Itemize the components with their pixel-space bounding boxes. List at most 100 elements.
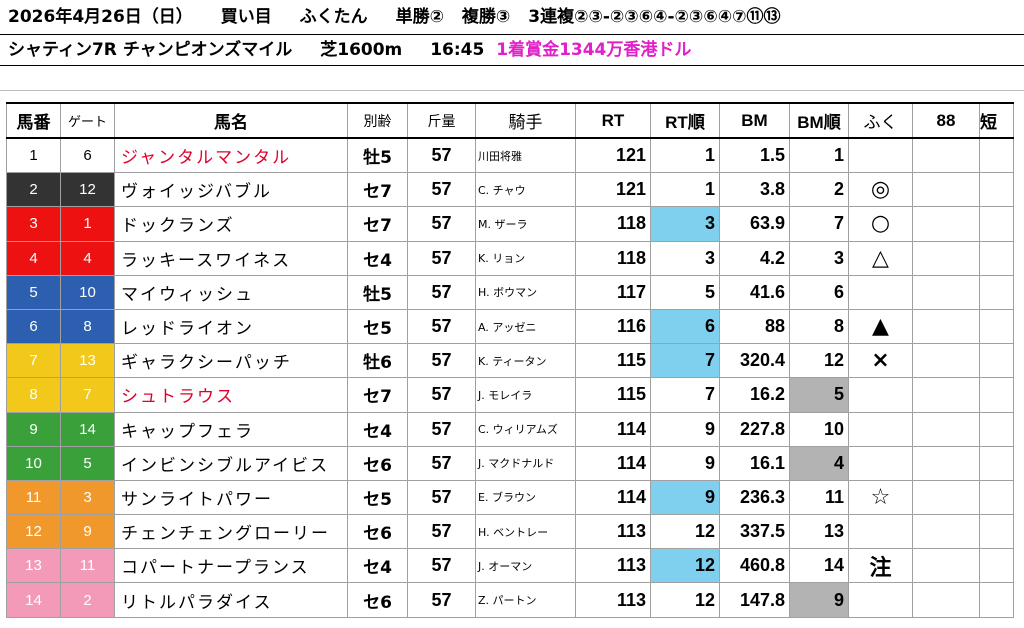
sex-age: 牡6 xyxy=(347,343,408,379)
prediction-mark: ○ xyxy=(848,206,913,242)
rating: 116 xyxy=(575,308,651,345)
gate-number: 12 xyxy=(60,172,115,208)
weight-carried: 57 xyxy=(407,172,476,208)
gate-number: 3 xyxy=(60,479,115,516)
rating: 115 xyxy=(575,377,651,413)
short-cell xyxy=(979,514,1014,550)
rating: 118 xyxy=(575,206,651,242)
horse-name: サンライトパワー xyxy=(114,479,348,516)
gate-number: 8 xyxy=(60,308,115,345)
col-88-cell xyxy=(912,343,980,379)
race-date: 2026年4月26日（日） xyxy=(8,7,193,27)
bm-value: 88 xyxy=(719,308,790,345)
horse-number: 2 xyxy=(6,172,61,208)
bm-rank: 4 xyxy=(789,445,849,481)
table-row: 7 13 ギャラクシーパッチ 牡6 57 K. ティータン 115 7 320.4 12 × xyxy=(6,343,1014,379)
col-jockey: 騎手 xyxy=(475,102,576,139)
gate-number: 14 xyxy=(60,411,115,447)
bm-rank: 3 xyxy=(789,240,849,276)
bm-rank: 5 xyxy=(789,377,849,413)
horse-name: ギャラクシーパッチ xyxy=(114,343,348,379)
col-88-cell xyxy=(912,274,980,310)
table-row: 14 2 リトルパラダイス セ6 57 Z. パートン 113 12 147.8 9 xyxy=(6,582,1014,618)
table-row: 10 5 インビンシブルアイビス セ6 57 J. マクドナルド 114 9 16.1 4 xyxy=(6,445,1014,481)
rating: 113 xyxy=(575,582,651,618)
trio-bet: 3連複②③‐②③⑥④‐②③⑥④⑦⑪⑬ xyxy=(528,7,781,27)
jockey-name: C. ウィリアムズ xyxy=(475,411,576,447)
horse-number: 4 xyxy=(6,240,61,276)
rating-rank: 12 xyxy=(650,582,720,618)
jockey-name: M. ザーラ xyxy=(475,206,576,242)
col-88-cell xyxy=(912,240,980,276)
race-info: シャティン7R チャンピオンズマイル 芝1600m 16:45 1着賞金1344… xyxy=(0,34,1024,66)
sex-age: セ4 xyxy=(347,411,408,447)
bm-value: 460.8 xyxy=(719,548,790,584)
sex-age: 牡5 xyxy=(347,274,408,310)
col-88-cell xyxy=(912,137,980,174)
col-88-cell xyxy=(912,479,980,516)
prediction-mark: × xyxy=(848,343,913,379)
weight-carried: 57 xyxy=(407,240,476,276)
gate-number: 13 xyxy=(60,343,115,379)
rating-rank: 3 xyxy=(650,206,720,242)
prediction-mark xyxy=(848,137,913,174)
horse-number: 8 xyxy=(6,377,61,413)
rating-rank: 5 xyxy=(650,274,720,310)
horse-name: チェンチェングローリー xyxy=(114,514,348,550)
col-mark: ふく xyxy=(848,102,913,139)
short-cell xyxy=(979,240,1014,276)
sex-age: 牡5 xyxy=(347,137,408,174)
bm-value: 147.8 xyxy=(719,582,790,618)
gate-number: 1 xyxy=(60,206,115,242)
jockey-name: 川田将雅 xyxy=(475,137,576,174)
short-cell xyxy=(979,582,1014,618)
prediction-mark xyxy=(848,445,913,481)
bm-value: 16.1 xyxy=(719,445,790,481)
horse-name: レッドライオン xyxy=(114,308,348,345)
rating: 121 xyxy=(575,137,651,174)
prize-money: 1着賞金1344万香港ドル xyxy=(496,40,692,60)
table-row: 12 9 チェンチェングローリー セ6 57 H. ベントレー 113 12 337.5 13 xyxy=(6,514,1014,550)
table-row: 1 6 ジャンタルマンタル 牡5 57 川田将雅 121 1 1.5 1 xyxy=(6,137,1014,174)
sex-age: セ6 xyxy=(347,582,408,618)
sex-age: セ4 xyxy=(347,548,408,584)
rating: 121 xyxy=(575,172,651,208)
jockey-name: A. アッゼニ xyxy=(475,308,576,345)
entry-table: 馬番 ゲート 馬名 別齢 斤量 騎手 RT RT順 BM BM順 ふく 88 短… xyxy=(6,102,1014,618)
horse-name: リトルパラダイス xyxy=(114,582,348,618)
gate-number: 6 xyxy=(60,137,115,174)
sex-age: セ7 xyxy=(347,206,408,242)
col-88-cell xyxy=(912,172,980,208)
gate-number: 10 xyxy=(60,274,115,310)
table-row: 4 4 ラッキースワイネス セ4 57 K. リョン 118 3 4.2 3 △ xyxy=(6,240,1014,276)
col-num: 馬番 xyxy=(6,102,61,139)
weight-carried: 57 xyxy=(407,274,476,310)
table-row: 6 8 レッドライオン セ5 57 A. アッゼニ 116 6 88 8 ▲ xyxy=(6,308,1014,345)
weight-carried: 57 xyxy=(407,479,476,516)
weight-carried: 57 xyxy=(407,377,476,413)
rating: 114 xyxy=(575,479,651,516)
horse-number: 9 xyxy=(6,411,61,447)
weight-carried: 57 xyxy=(407,411,476,447)
gate-number: 2 xyxy=(60,582,115,618)
horse-number: 14 xyxy=(6,582,61,618)
short-cell xyxy=(979,411,1014,447)
horse-name: ドックランズ xyxy=(114,206,348,242)
horse-name: キャップフェラ xyxy=(114,411,348,447)
rating: 115 xyxy=(575,343,651,379)
horse-number: 11 xyxy=(6,479,61,516)
horse-name: コパートナープランス xyxy=(114,548,348,584)
race-name: シャティン7R チャンピオンズマイル xyxy=(8,40,293,60)
jockey-name: H. ベントレー xyxy=(475,514,576,550)
bm-value: 337.5 xyxy=(719,514,790,550)
prediction-mark xyxy=(848,582,913,618)
col-rt-rank: RT順 xyxy=(650,102,720,139)
sex-age: セ7 xyxy=(347,172,408,208)
col-88-cell xyxy=(912,445,980,481)
bm-value: 63.9 xyxy=(719,206,790,242)
col-88-cell xyxy=(912,582,980,618)
weight-carried: 57 xyxy=(407,445,476,481)
rating-rank: 1 xyxy=(650,172,720,208)
jockey-name: J. マクドナルド xyxy=(475,445,576,481)
rating: 114 xyxy=(575,445,651,481)
